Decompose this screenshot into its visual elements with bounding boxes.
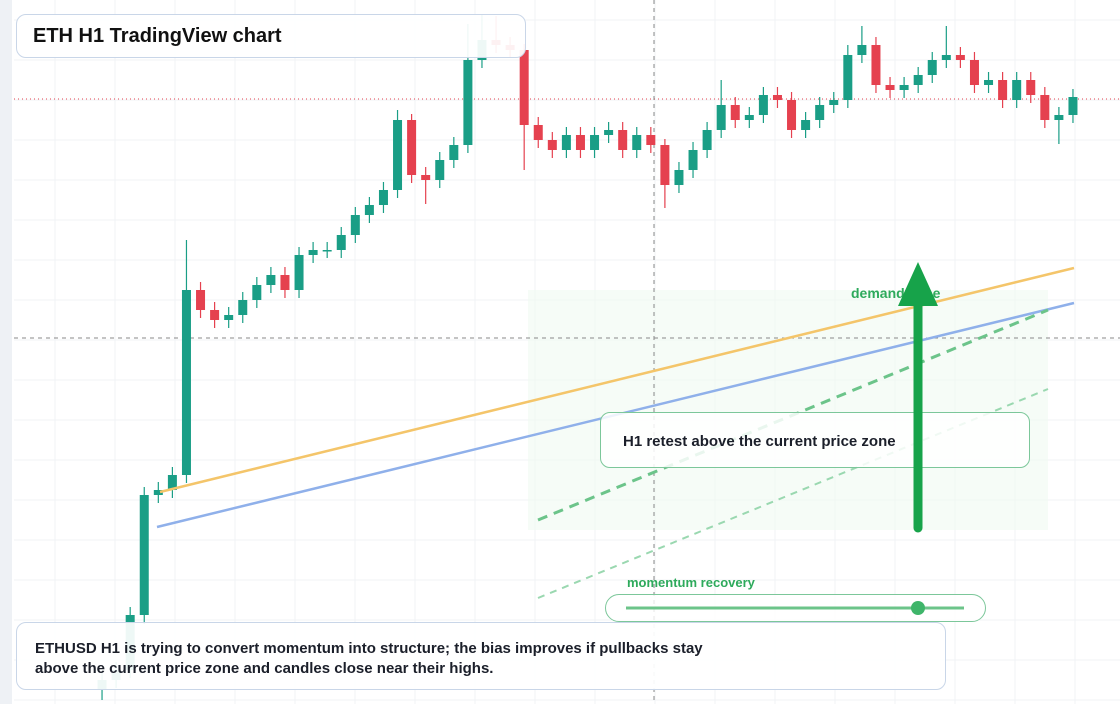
candle-body (153, 490, 163, 495)
candle-body (716, 105, 726, 130)
candle-body (632, 135, 642, 150)
candle-body (435, 160, 445, 180)
candle-body (449, 145, 459, 160)
candle-body (224, 315, 234, 320)
candle-body (266, 275, 276, 285)
candle-body (941, 55, 951, 60)
candle-body (463, 60, 473, 145)
candle-body (561, 135, 571, 150)
candle-body (674, 170, 684, 185)
candle-body (1068, 97, 1078, 115)
candle-body (322, 250, 332, 252)
candle-body (519, 50, 529, 125)
candle-body (730, 105, 740, 120)
candle-body (308, 250, 318, 255)
candle-body (210, 310, 220, 320)
chart-title: ETH H1 TradingView chart (33, 25, 282, 47)
candle-body (927, 60, 937, 75)
demand-zone (528, 290, 1048, 530)
candle-body (167, 475, 177, 490)
candle-body (590, 135, 600, 150)
candle-body (533, 125, 543, 140)
candle-body (1054, 115, 1064, 120)
candle-body (984, 80, 994, 85)
candle-body (547, 140, 557, 150)
candle-body (955, 55, 965, 60)
candle-body (998, 80, 1008, 100)
candle-body (913, 75, 923, 85)
candle-body (364, 205, 374, 215)
candle-body (196, 290, 206, 310)
candle-body (815, 105, 825, 120)
candle-body (336, 235, 346, 250)
candle-body (181, 290, 191, 475)
candle-body (1026, 80, 1036, 95)
retest-box: H1 retest above the current price zone (600, 412, 1030, 468)
candle-body (969, 60, 979, 85)
candle-body (857, 45, 867, 55)
slider-graphic (626, 601, 964, 615)
candle-body (660, 145, 670, 185)
title-box: ETH H1 TradingView chart (16, 14, 526, 58)
note-text: ETHUSD H1 is trying to convert momentum … (35, 640, 703, 677)
candle-body (843, 55, 853, 100)
candle-body (618, 130, 628, 150)
candle-body (238, 300, 248, 315)
candle-body (702, 130, 712, 150)
candle-body (871, 45, 881, 85)
retest-label: H1 retest above the current price zone (623, 433, 896, 450)
candle-body (575, 135, 585, 150)
candle-body (393, 120, 403, 190)
candle-body (688, 150, 698, 170)
candle-body (294, 255, 304, 290)
left-rail (0, 0, 12, 704)
candle-body (758, 95, 768, 115)
candle-body (407, 120, 417, 175)
candle-body (280, 275, 290, 290)
candle-body (744, 115, 754, 120)
candle-body (350, 215, 360, 235)
candle-body (787, 100, 797, 130)
candle-body (252, 285, 262, 300)
candle-body (139, 495, 149, 615)
candle-body (646, 135, 656, 145)
candle-body (1012, 80, 1022, 100)
slider-knob (911, 601, 925, 615)
momentum-label: momentum recovery (627, 575, 755, 590)
demand-label: demand zone (851, 285, 941, 301)
candle-body (885, 85, 895, 90)
candle-body (378, 190, 388, 205)
candle-body (829, 100, 839, 105)
candle-body (801, 120, 811, 130)
momentum-slider (605, 594, 986, 622)
note-box: ETHUSD H1 is trying to convert momentum … (16, 622, 946, 690)
candle-body (772, 95, 782, 100)
candle-body (899, 85, 909, 90)
candle-body (604, 130, 614, 135)
candle-body (1040, 95, 1050, 120)
candle-body (421, 175, 431, 180)
